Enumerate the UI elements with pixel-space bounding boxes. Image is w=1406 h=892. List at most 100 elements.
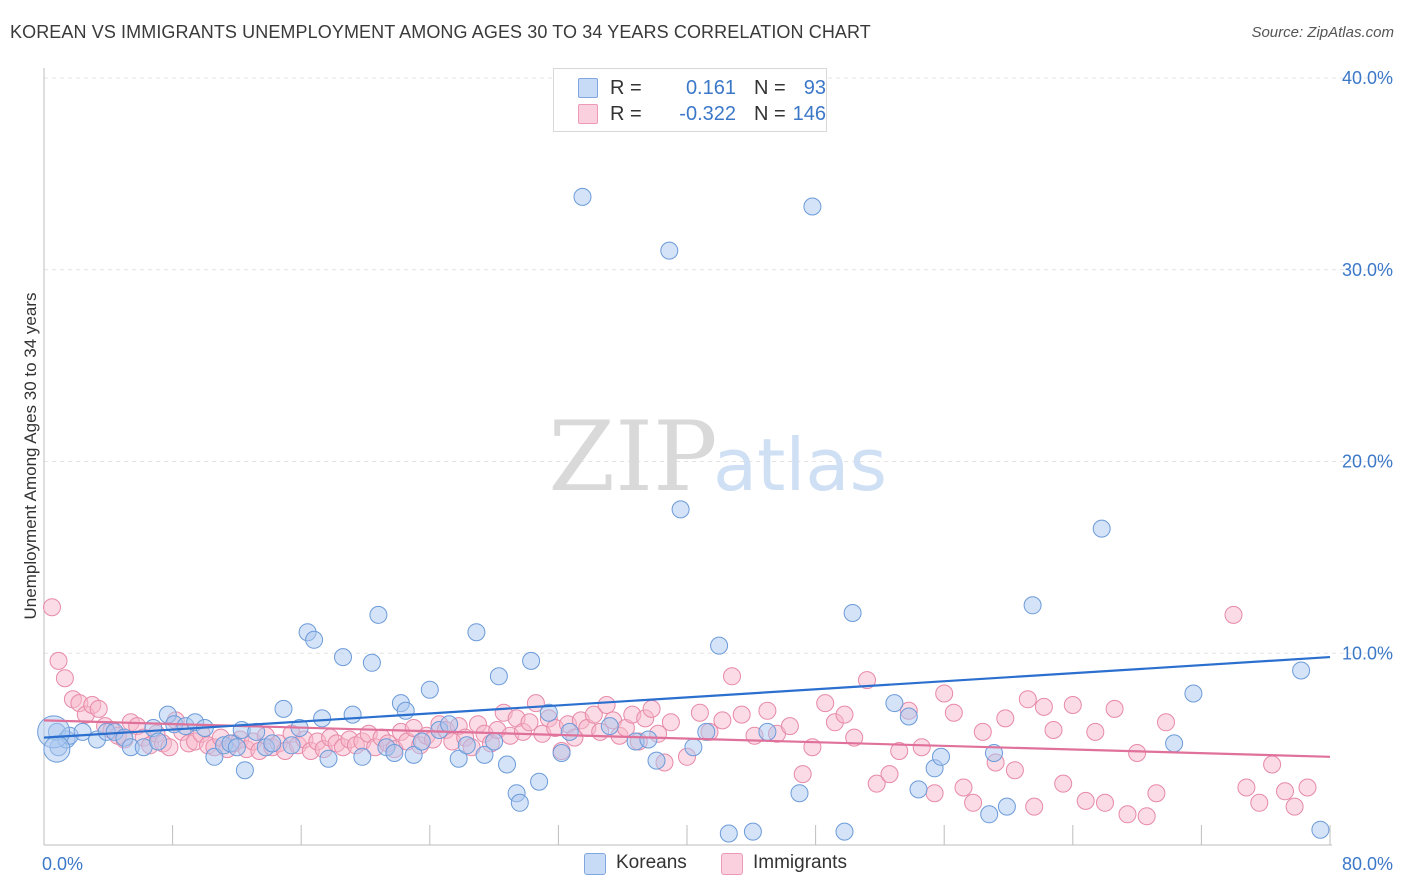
korean-point (440, 715, 459, 734)
immigrant-point (867, 774, 886, 793)
immigrant-point (996, 709, 1015, 728)
korean-point (319, 749, 338, 768)
korean-point (647, 751, 666, 770)
korean-point (1184, 684, 1203, 703)
trend-lines (43, 655, 1331, 758)
korean-point (758, 722, 777, 741)
legend-swatch-koreans (578, 78, 598, 98)
korean-point (457, 736, 476, 755)
korean-point (1311, 820, 1330, 839)
korean-point (498, 755, 516, 774)
korean-point (909, 780, 928, 799)
immigrant-point (880, 765, 899, 784)
immigrant-point (1076, 791, 1095, 810)
korean-point (710, 636, 729, 655)
korean-point (420, 680, 439, 699)
korean-point (697, 722, 716, 741)
korean-point (362, 653, 381, 672)
korean-point (274, 699, 293, 718)
korean-point (560, 722, 579, 741)
immigrant-point (1086, 722, 1105, 741)
stats-legend: R = 0.161 N = 93 R = -0.322 N = 146 (553, 68, 827, 132)
korean-point (522, 651, 541, 670)
korean-point (899, 707, 918, 726)
korean-point (412, 732, 431, 751)
korean-point (396, 701, 415, 720)
immigrant-point (944, 703, 963, 722)
korean-point (803, 197, 822, 216)
immigrant-point (964, 793, 983, 812)
korean-point (790, 784, 809, 803)
immigrant-point (1018, 690, 1037, 709)
korean-point (1165, 734, 1184, 753)
immigrant-point (713, 711, 732, 730)
korean-point (149, 732, 168, 751)
korean-point (485, 732, 504, 751)
immigrant-point (597, 696, 616, 714)
immigrant-point (55, 669, 74, 688)
immigrant-point (973, 722, 992, 741)
immigrant-point (520, 713, 539, 732)
immigrant-point (661, 713, 680, 732)
korean-point (282, 736, 301, 755)
immigrant-series (43, 598, 1317, 826)
korean-point (997, 797, 1016, 816)
korean-trend-line (43, 655, 1331, 739)
legend-n-label: N = (754, 77, 786, 99)
y-axis-label: Unemployment Among Ages 30 to 34 years (21, 293, 40, 620)
immigrant-point (43, 598, 61, 617)
korean-point (404, 745, 423, 764)
y-tick-label: 40.0% (1342, 68, 1393, 88)
immigrant-point (835, 705, 854, 724)
korean-point (660, 241, 679, 260)
immigrant-point (723, 667, 741, 686)
legend-n-value-immigrants: 146 (792, 103, 826, 125)
korean-point (980, 805, 999, 824)
immigrant-point (954, 778, 973, 797)
korean-point (885, 694, 904, 713)
korean-point (343, 705, 362, 724)
immigrant-point (1137, 807, 1156, 826)
immigrant-point (1118, 805, 1137, 824)
immigrant-point (49, 651, 68, 670)
korean-point (684, 738, 703, 757)
korean-point (835, 822, 854, 841)
korean-point (843, 604, 862, 622)
y-tick-label: 30.0% (1342, 260, 1393, 280)
korean-point (227, 738, 246, 757)
korean-point (385, 744, 404, 762)
legend-r-value-immigrants: -0.322 (679, 103, 736, 125)
immigrant-point (89, 699, 108, 718)
immigrant-point (1250, 793, 1269, 812)
immigrant-point (1237, 778, 1256, 797)
watermark-atlas: atlas (713, 423, 887, 507)
immigrant-point (1224, 605, 1243, 624)
bottom-legend-label-immigrants: Immigrants (753, 852, 847, 873)
korean-point (353, 747, 372, 766)
immigrant-point (1105, 699, 1124, 718)
korean-point (719, 824, 738, 843)
immigrant-point (1276, 782, 1294, 801)
korean-series (37, 187, 1330, 843)
korean-point (671, 500, 690, 519)
korean-point (985, 744, 1003, 762)
korean-point (467, 623, 486, 642)
axes (43, 68, 1332, 846)
immigrant-point (858, 671, 876, 690)
korean-point (539, 703, 558, 722)
grid-lines (44, 77, 1390, 654)
legend-swatch-immigrants (578, 104, 598, 124)
korean-point (743, 822, 762, 841)
korean-point (1292, 661, 1311, 680)
immigrant-point (1285, 797, 1304, 816)
korean-point (449, 749, 468, 768)
immigrant-point (1054, 774, 1073, 793)
korean-point (489, 667, 508, 686)
source-label: Source: ZipAtlas.com (1251, 24, 1394, 41)
immigrant-point (1044, 721, 1063, 739)
immigrant-point (690, 703, 709, 722)
immigrant-point (1263, 755, 1282, 774)
legend-n-value-koreans: 93 (803, 77, 826, 99)
immigrant-point (1298, 778, 1317, 797)
